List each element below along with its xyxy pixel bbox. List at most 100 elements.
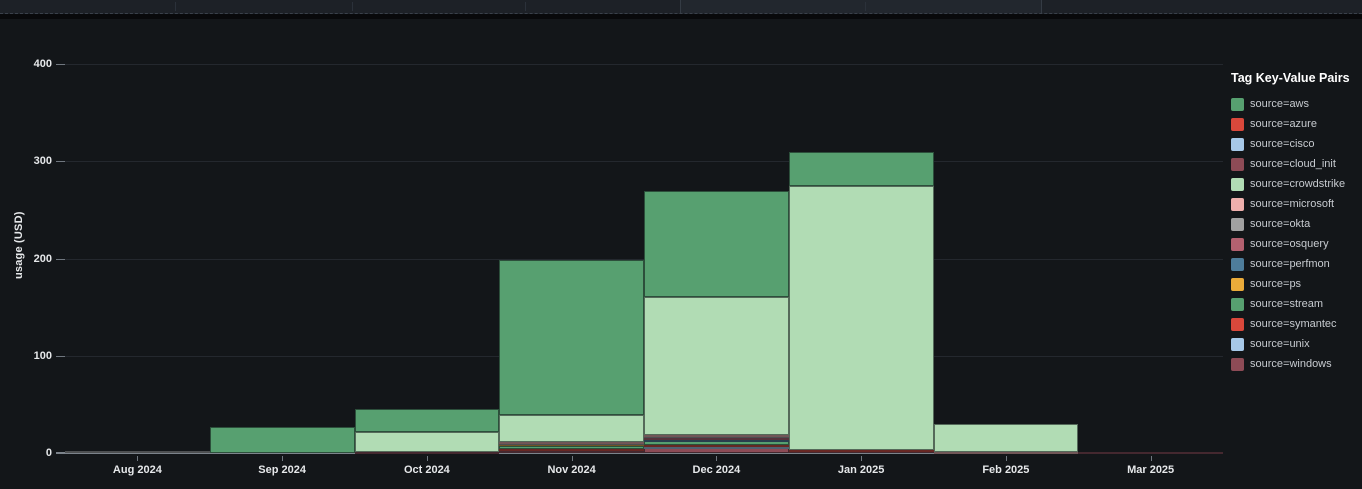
y-axis-tick <box>56 258 67 260</box>
x-tick-label: Mar 2025 <box>1127 464 1175 476</box>
legend-item-crowdstrike[interactable]: source=crowdstrike <box>1231 174 1361 194</box>
legend-item-microsoft[interactable]: source=microsoft <box>1231 194 1361 214</box>
legend-item-label: source=ps <box>1250 278 1302 290</box>
tab-divider <box>865 2 866 11</box>
bar-segment-stream[interactable] <box>499 446 644 449</box>
x-axis-tick <box>571 456 573 461</box>
legend-item-aws[interactable]: source=aws <box>1231 94 1361 114</box>
legend-swatch-icon <box>1231 277 1244 291</box>
x-axis-tick <box>1005 456 1007 461</box>
legend-item-okta[interactable]: source=okta <box>1231 214 1361 234</box>
tab-divider <box>175 2 176 11</box>
window-separator <box>0 14 1362 19</box>
legend-swatch-icon <box>1231 337 1244 351</box>
tab-divider <box>352 2 353 11</box>
legend-item-label: source=aws <box>1250 98 1310 110</box>
legend-swatch-icon <box>1231 97 1244 111</box>
legend-item-symantec[interactable]: source=symantec <box>1231 314 1361 334</box>
active-tab-segment[interactable] <box>680 0 1042 13</box>
top-tab-strip[interactable] <box>0 0 1362 14</box>
legend-item-stream[interactable]: source=stream <box>1231 294 1361 314</box>
legend-swatch-icon <box>1231 197 1244 211</box>
legend-swatch-icon <box>1231 257 1244 271</box>
bar-segment-symantec[interactable] <box>499 448 644 451</box>
y-tick-label: 100 <box>33 349 52 362</box>
bar-mar-2025 <box>1078 19 1223 455</box>
legend-item-label: source=windows <box>1250 358 1332 370</box>
legend-item-label: source=perfmon <box>1250 258 1330 270</box>
legend-item-label: source=cisco <box>1250 138 1315 150</box>
bar-segment-aws[interactable] <box>644 191 789 298</box>
bar-feb-2025 <box>933 19 1079 454</box>
bar-segment-windows[interactable] <box>499 450 644 453</box>
bar-jan-2025 <box>788 19 934 453</box>
legend-item-label: source=symantec <box>1250 318 1337 330</box>
x-axis-tick <box>1150 456 1152 461</box>
y-tick-label: 0 <box>45 447 52 459</box>
bar-segment-crowdstrike[interactable] <box>788 185 934 451</box>
legend-item-label: source=okta <box>1250 218 1311 230</box>
x-tick-label: Jan 2025 <box>837 464 885 476</box>
bar-segment-symantec[interactable] <box>788 450 934 453</box>
bar-segment-symantec[interactable] <box>644 445 789 448</box>
x-tick-label: Nov 2024 <box>547 464 596 476</box>
legend-item-windows[interactable]: source=windows <box>1231 354 1361 374</box>
bar-oct-2024 <box>354 19 500 455</box>
x-tick-label: Dec 2024 <box>692 464 741 476</box>
legend-items: source=aws source=azure source=cisco source… <box>1231 94 1361 374</box>
legend-item-ps[interactable]: source=ps <box>1231 274 1361 294</box>
x-axis-tick <box>137 456 139 461</box>
bar-segment-microsoft[interactable] <box>644 434 789 437</box>
legend-title: Tag Key-Value Pairs <box>1231 71 1350 85</box>
legend-item-label: source=microsoft <box>1250 198 1335 210</box>
legend-item-perfmon[interactable]: source=perfmon <box>1231 254 1361 274</box>
bar-segment-windows[interactable] <box>1078 452 1223 455</box>
y-axis-tick <box>56 355 67 357</box>
x-tick-label: Feb 2025 <box>982 464 1030 476</box>
bar-aug-2024 <box>65 19 210 454</box>
legend-item-label: source=stream <box>1250 298 1324 310</box>
x-axis-tick <box>861 456 863 461</box>
bar-sep-2024 <box>209 19 355 453</box>
legend-item-label: source=cloud_init <box>1250 158 1336 170</box>
x-axis-tick <box>282 456 284 461</box>
bar-nov-2024 <box>499 19 644 453</box>
legend-swatch-icon <box>1231 357 1244 371</box>
legend-item-cisco[interactable]: source=cisco <box>1231 134 1361 154</box>
bar-segment-windows[interactable] <box>354 452 500 455</box>
bar-segment-okta[interactable] <box>644 436 789 439</box>
legend-swatch-icon <box>1231 297 1244 311</box>
y-tick-label: 400 <box>33 58 52 70</box>
legend-swatch-icon <box>1231 157 1244 171</box>
y-axis-tick <box>56 161 67 163</box>
gridline <box>65 64 1223 65</box>
bar-segment-crowdstrike[interactable] <box>354 431 500 453</box>
legend-item-unix[interactable]: source=unix <box>1231 334 1361 354</box>
x-axis-tick <box>426 456 428 461</box>
bar-segment-aws[interactable] <box>354 409 500 432</box>
x-tick-label: Aug 2024 <box>112 464 162 476</box>
bar-segment-aws[interactable] <box>788 152 934 186</box>
x-axis-tick <box>716 456 718 461</box>
legend-item-cloud_init[interactable]: source=cloud_init <box>1231 154 1361 174</box>
bar-segment-crowdstrike[interactable] <box>499 415 644 443</box>
tab-divider <box>525 2 526 11</box>
x-axis-line <box>56 452 1223 454</box>
bar-segment-microsoft[interactable] <box>933 451 1079 454</box>
bar-segment-crowdstrike[interactable] <box>933 424 1079 452</box>
legend-item-osquery[interactable]: source=osquery <box>1231 234 1361 254</box>
bar-segment-microsoft[interactable] <box>499 442 644 445</box>
x-tick-label: Oct 2024 <box>403 464 450 476</box>
bar-segment-okta[interactable] <box>65 451 210 454</box>
bar-segment-perfmon[interactable] <box>644 439 789 442</box>
legend-swatch-icon <box>1231 117 1244 131</box>
y-tick-label: 200 <box>33 252 52 265</box>
bar-segment-crowdstrike[interactable] <box>644 297 789 435</box>
bar-segment-unix[interactable] <box>644 447 789 450</box>
legend-swatch-icon <box>1231 317 1244 331</box>
legend-item-azure[interactable]: source=azure <box>1231 114 1361 134</box>
bar-segment-aws[interactable] <box>499 260 644 416</box>
bar-segment-aws[interactable] <box>209 426 355 453</box>
x-tick-label: Sep 2024 <box>258 464 306 476</box>
legend-swatch-icon <box>1231 217 1244 231</box>
